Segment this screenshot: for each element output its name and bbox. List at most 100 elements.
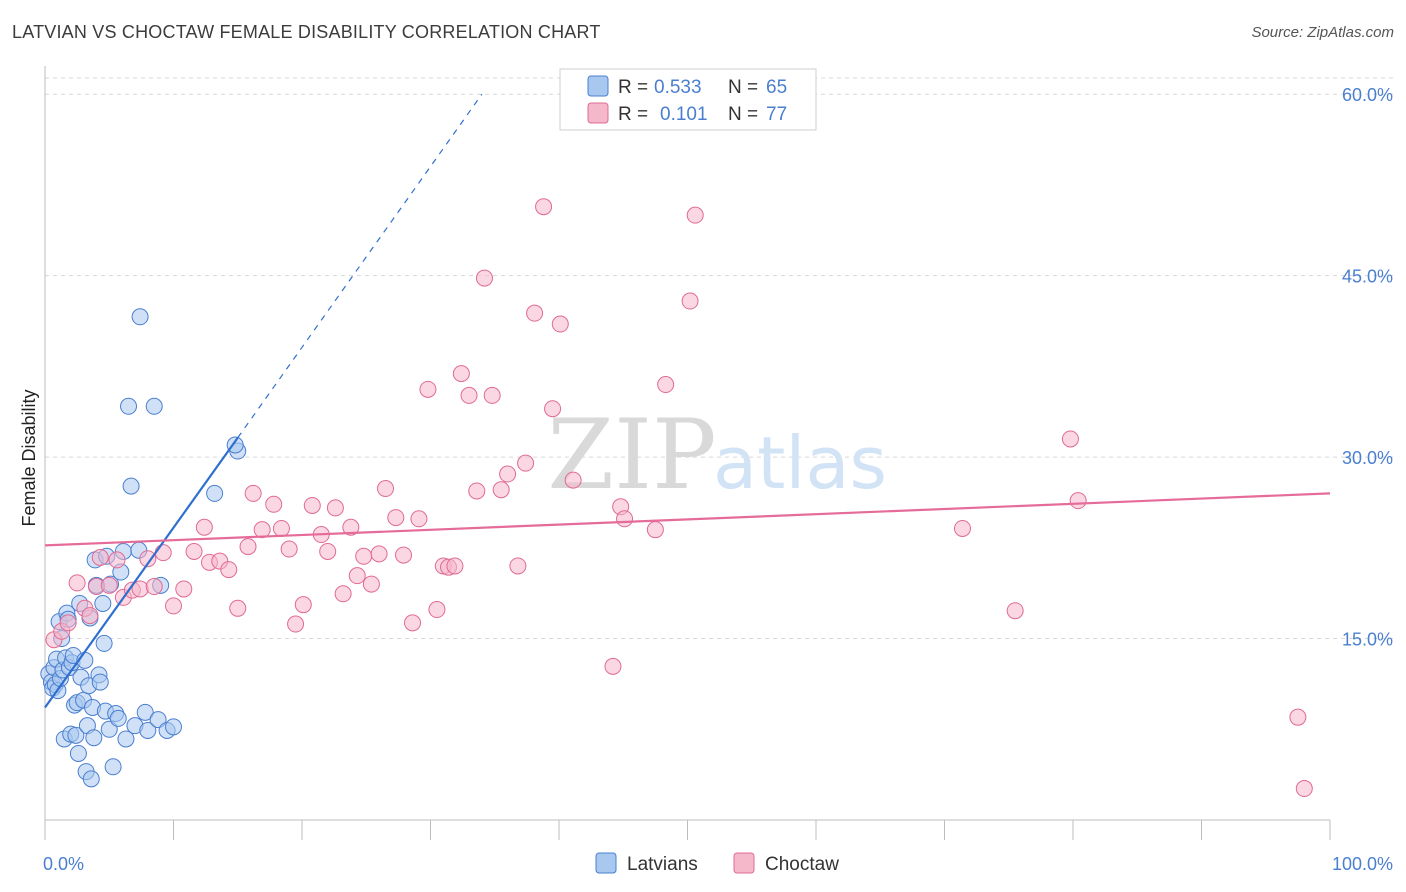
- trend-lines: [44, 93, 1331, 709]
- bottom-legend-swatch-latvians: [595, 852, 617, 874]
- choctaw-point: [139, 550, 157, 568]
- latvians-point: [94, 594, 112, 612]
- bottom-legend-label-choctaw: Choctaw: [765, 854, 839, 875]
- choctaw-point: [564, 471, 582, 489]
- latvians-point: [206, 484, 224, 502]
- choctaw-point: [452, 365, 470, 383]
- x-tick-label-right: 100.0%: [1332, 854, 1393, 874]
- latvians-point: [136, 703, 154, 721]
- choctaw-point: [265, 495, 283, 513]
- latvians-point: [67, 726, 85, 744]
- latvians-point: [117, 730, 135, 748]
- latvians-point: [100, 720, 118, 738]
- choctaw-point: [446, 557, 464, 575]
- y-tick-label: 15.0%: [1342, 630, 1393, 650]
- choctaw-point: [175, 580, 193, 598]
- choctaw-point: [303, 496, 321, 514]
- latvians-point: [122, 477, 140, 495]
- latvians-point: [120, 397, 138, 415]
- choctaw-point: [551, 315, 569, 333]
- choctaw-point: [646, 521, 664, 539]
- choctaw-point: [1069, 492, 1087, 510]
- y-tick-label: 60.0%: [1342, 85, 1393, 105]
- legend-n-label-2: N =: [728, 104, 758, 125]
- watermark-atlas: atlas: [713, 421, 887, 505]
- choctaw-point: [280, 540, 298, 558]
- choctaw-point: [616, 510, 634, 528]
- choctaw-point: [239, 538, 257, 556]
- choctaw-point: [355, 547, 373, 565]
- watermark-zip: ZIP: [547, 399, 716, 511]
- choctaw-point: [410, 510, 428, 528]
- axes: [44, 66, 1331, 840]
- choctaw-point: [229, 599, 247, 617]
- svg-text:R =: R =: [618, 77, 648, 98]
- choctaw-point: [326, 499, 344, 517]
- latvians-point: [69, 744, 87, 762]
- choctaw-point: [953, 519, 971, 537]
- choctaw-point: [526, 304, 544, 322]
- choctaw-point: [468, 482, 486, 500]
- choctaw-point: [342, 518, 360, 536]
- choctaw-point: [460, 386, 478, 404]
- latvians-point: [82, 770, 100, 788]
- choctaw-point: [195, 518, 213, 536]
- legend-r-value-2: 0.101: [660, 104, 708, 125]
- choctaw-point: [294, 596, 312, 614]
- legend-swatch-choctaw: [587, 102, 609, 124]
- choctaw-point: [377, 480, 395, 498]
- choctaw-point: [395, 546, 413, 564]
- choctaw-point: [604, 657, 622, 675]
- latvians-point: [95, 634, 113, 652]
- choctaw-point: [428, 601, 446, 619]
- choctaw-point: [1289, 708, 1307, 726]
- latvians-point: [165, 718, 182, 736]
- choctaw-point: [59, 614, 77, 632]
- x-tick-label-left: 0.0%: [43, 854, 84, 874]
- bottom-legend-label-latvians: Latvians: [627, 854, 698, 875]
- chart-title: LATVIAN VS CHOCTAW FEMALE DISABILITY COR…: [12, 22, 601, 42]
- choctaw-point: [535, 198, 553, 216]
- latvians-point: [131, 308, 149, 326]
- chart-source: Source: ZipAtlas.com: [1251, 24, 1394, 41]
- choctaw-point: [517, 454, 535, 472]
- legend-n-value-1: 65: [766, 77, 787, 98]
- choctaw-point: [145, 578, 163, 596]
- latvians-trend-line: [44, 437, 239, 709]
- watermark: ZIP atlas: [547, 399, 887, 511]
- choctaw-point: [387, 509, 405, 527]
- choctaw-point: [334, 585, 352, 603]
- choctaw-point: [1295, 780, 1313, 798]
- choctaw-point: [509, 557, 527, 575]
- legend-r-label-1: R =: [618, 77, 648, 98]
- choctaw-point: [681, 292, 699, 310]
- choctaw-point: [404, 614, 422, 632]
- choctaw-point: [1061, 430, 1079, 448]
- choctaw-point: [657, 376, 675, 394]
- choctaw-point: [165, 597, 182, 615]
- legend-swatch-latvians: [587, 75, 609, 97]
- tick-labels: 15.0% 30.0% 45.0% 60.0% 0.0% 100.0%: [43, 85, 1393, 874]
- choctaw-point: [272, 519, 290, 537]
- latvians-point: [145, 397, 163, 415]
- choctaw-point: [483, 386, 501, 404]
- correlation-legend: R = 0.533 N = 65 R = 0.101 N = 77: [559, 68, 817, 131]
- choctaw-trend-line: [44, 492, 1331, 547]
- choctaw-point: [244, 484, 262, 502]
- legend-n-value-2: 77: [766, 104, 787, 125]
- legend-n-label-1: N =: [728, 77, 758, 98]
- latvians-trend-extension: [237, 93, 483, 439]
- legend-r-value-1: 0.533: [654, 77, 702, 98]
- latvians-point: [139, 721, 157, 739]
- choctaw-point: [499, 465, 517, 483]
- choctaw-point: [185, 542, 203, 560]
- choctaw-point: [419, 380, 437, 398]
- choctaw-point: [154, 544, 172, 562]
- choctaw-point: [348, 567, 366, 585]
- choctaw-point: [68, 574, 86, 592]
- choctaw-point: [1006, 602, 1024, 620]
- choctaw-point: [370, 545, 388, 563]
- latvians-point: [85, 729, 103, 747]
- choctaw-point: [544, 400, 562, 418]
- y-axis-title: Female Disability: [19, 389, 39, 526]
